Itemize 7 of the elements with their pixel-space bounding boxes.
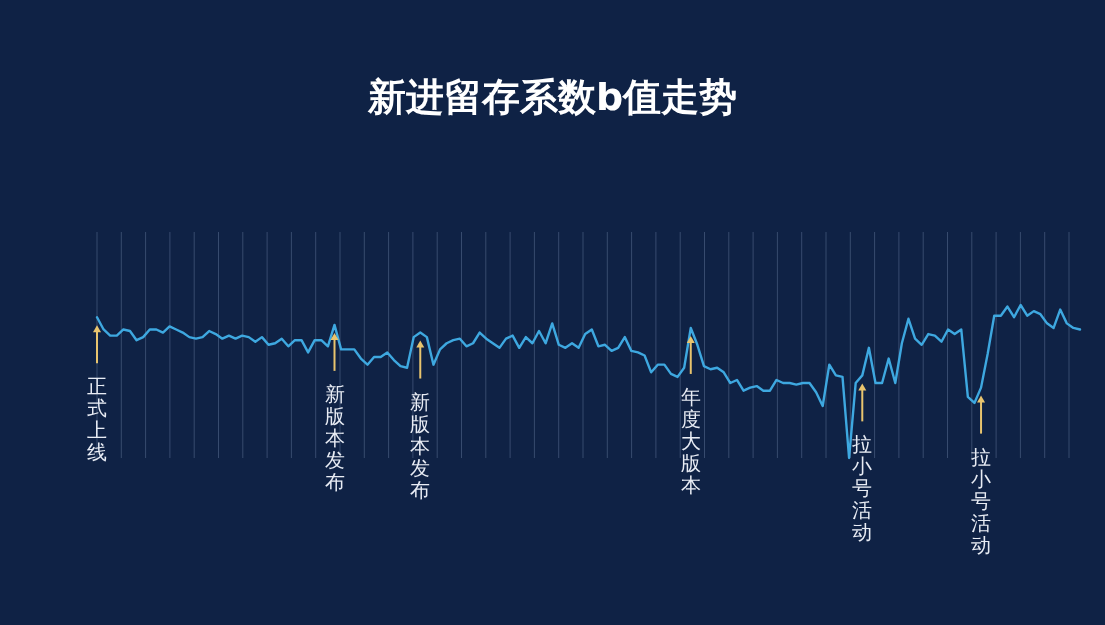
annotation: 拉小号活动 (852, 432, 873, 545)
chart-title: 新进留存系数b值走势 (366, 75, 738, 119)
annotation: 新版本发布 (410, 389, 431, 502)
annotation: 正式上线 (87, 374, 107, 465)
annotation: 年度大版本 (680, 384, 701, 497)
annotation: 拉小号活动 (971, 444, 992, 557)
annotation: 新版本发布 (324, 381, 345, 494)
